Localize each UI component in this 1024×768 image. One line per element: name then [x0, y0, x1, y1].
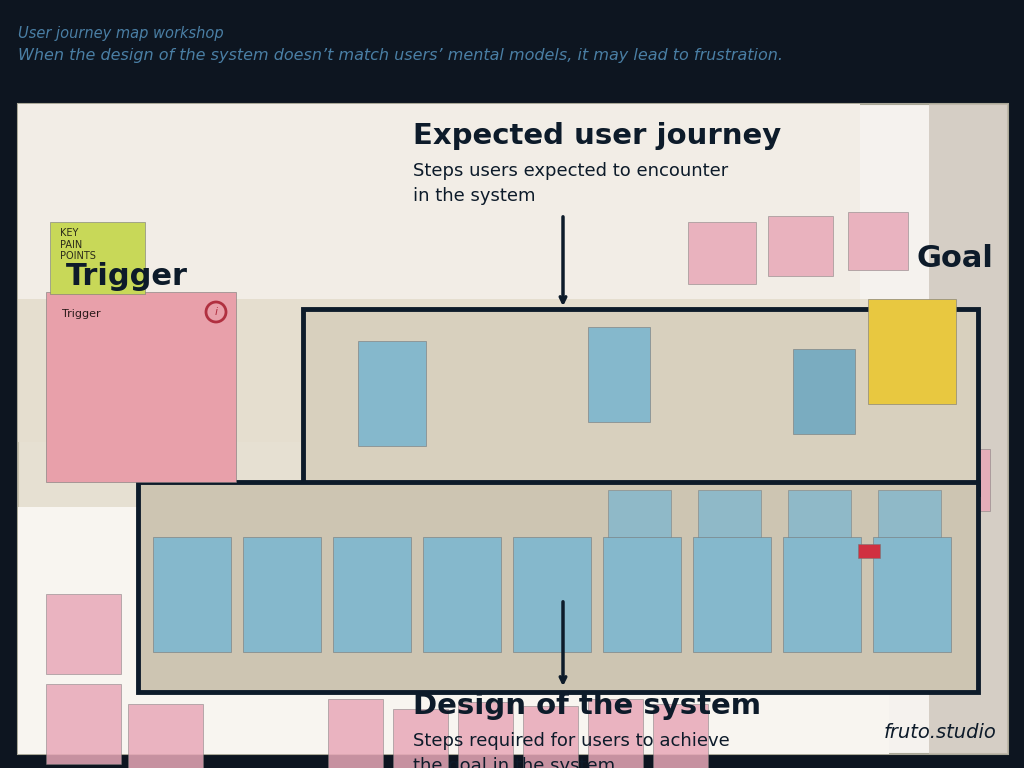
Bar [18, 104, 1008, 754]
Bar [698, 490, 761, 545]
Text: Trigger: Trigger [66, 262, 188, 291]
Bar [328, 699, 383, 768]
Bar [858, 544, 880, 558]
Text: i: i [214, 307, 217, 317]
Bar [523, 706, 578, 768]
Bar [873, 537, 951, 652]
Bar [393, 709, 449, 768]
Bar [788, 490, 851, 545]
Bar [46, 292, 236, 482]
Bar [18, 104, 859, 442]
Bar [693, 537, 771, 652]
Bar [848, 212, 908, 270]
Bar [138, 482, 978, 692]
Bar [458, 702, 513, 768]
Text: Expected user journey: Expected user journey [413, 122, 781, 150]
Bar [588, 327, 650, 422]
Bar [358, 341, 426, 446]
Bar [929, 104, 1008, 754]
Bar [653, 704, 708, 768]
Bar [878, 490, 941, 545]
Bar [603, 537, 681, 652]
Text: Trigger: Trigger [62, 309, 100, 319]
Bar [303, 309, 978, 494]
Text: When the design of the system doesn’t match users’ mental models, it may lead to: When the design of the system doesn’t ma… [18, 48, 783, 63]
Bar [128, 704, 203, 768]
Text: KEY
PAIN
POINTS: KEY PAIN POINTS [60, 228, 96, 261]
Text: Steps required for users to achieve
the goal in the system: Steps required for users to achieve the … [413, 732, 730, 768]
Text: fruto.studio: fruto.studio [884, 723, 996, 742]
Bar [868, 299, 956, 404]
Bar [793, 349, 855, 434]
Bar [768, 216, 833, 276]
Bar [153, 537, 231, 652]
Bar [18, 507, 889, 754]
Bar [688, 222, 756, 284]
Bar [243, 537, 321, 652]
Bar [18, 299, 929, 559]
Text: Goal: Goal [916, 244, 993, 273]
Bar [46, 594, 121, 674]
Bar [608, 490, 671, 545]
Bar [50, 222, 145, 294]
Bar [513, 537, 591, 652]
Bar [783, 537, 861, 652]
Bar [46, 684, 121, 764]
Bar [0, 0, 1024, 100]
Text: User journey map workshop: User journey map workshop [18, 26, 223, 41]
Bar [423, 537, 501, 652]
Text: Design of the system: Design of the system [413, 692, 761, 720]
Bar [333, 537, 411, 652]
Text: Steps users expected to encounter
in the system: Steps users expected to encounter in the… [413, 162, 728, 205]
Bar [588, 699, 643, 768]
Bar [940, 449, 990, 511]
